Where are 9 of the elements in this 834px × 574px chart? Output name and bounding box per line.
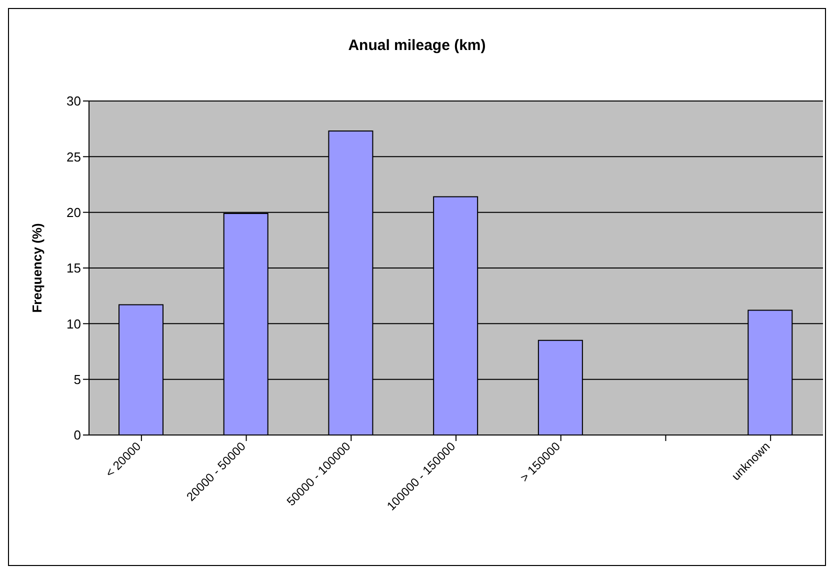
y-tick-label: 25 [66,149,81,164]
y-tick-label: 30 [66,94,81,109]
chart-title: Anual mileage (km) [347,37,487,54]
y-tick-label: 5 [74,372,81,387]
y-tick-label: 20 [66,204,81,220]
y-tick-label: 10 [66,316,81,332]
y-axis-title: Frequency (%) [30,223,45,313]
y-tick-label: 0 [74,428,81,443]
y-tick-label: 15 [66,260,81,276]
